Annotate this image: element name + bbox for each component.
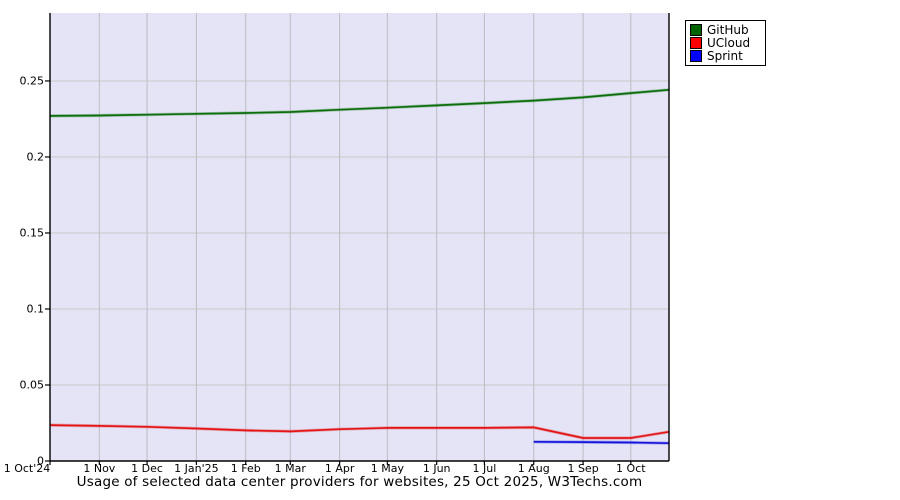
x-tick-label: 1 Mar: [274, 462, 306, 475]
legend-label-github: GitHub: [707, 23, 749, 37]
github-swatch-icon: [690, 24, 702, 36]
legend-label-ucloud: UCloud: [707, 36, 751, 50]
x-tick-label: 1 Apr: [324, 462, 355, 475]
sprint-swatch-icon: [690, 50, 702, 62]
plot-area: [50, 13, 669, 461]
chart-title: Usage of selected data center providers …: [76, 474, 643, 490]
y-tick-label: 0.05: [19, 378, 45, 392]
x-tick-label: 1 Oct: [616, 462, 646, 475]
x-tick-label: 1 Oct'24: [3, 462, 51, 475]
y-tick-label: 0.1: [26, 302, 45, 316]
x-tick-label: 1 Jan'25: [174, 462, 219, 475]
legend-item-sprint: Sprint: [690, 50, 761, 62]
series-line-sprint: [533, 440, 670, 445]
legend-item-ucloud: UCloud: [690, 37, 761, 49]
series-line-github: [49, 88, 670, 117]
x-tick-label: 1 Jul: [472, 462, 497, 475]
x-tick-label: 1 Nov: [83, 462, 116, 475]
x-tick-label: 1 Sep: [567, 462, 599, 475]
x-tick-label: 1 Dec: [131, 462, 163, 475]
x-tick-label: 1 Aug: [517, 462, 550, 475]
series-line-ucloud: [49, 424, 670, 439]
legend-label-sprint: Sprint: [707, 49, 743, 63]
y-tick-label: 0.15: [19, 226, 45, 240]
y-tick-label: 0.2: [26, 150, 45, 164]
x-tick-label: 1 May: [370, 462, 404, 475]
y-tick-label: 0: [37, 454, 44, 468]
ucloud-swatch-icon: [690, 37, 702, 49]
legend: GitHub UCloud Sprint: [685, 20, 766, 66]
legend-item-github: GitHub: [690, 24, 761, 36]
x-tick-label: 1 Jun: [422, 462, 451, 475]
y-tick-label: 0.25: [19, 74, 45, 88]
x-tick-label: 1 Feb: [230, 462, 261, 475]
